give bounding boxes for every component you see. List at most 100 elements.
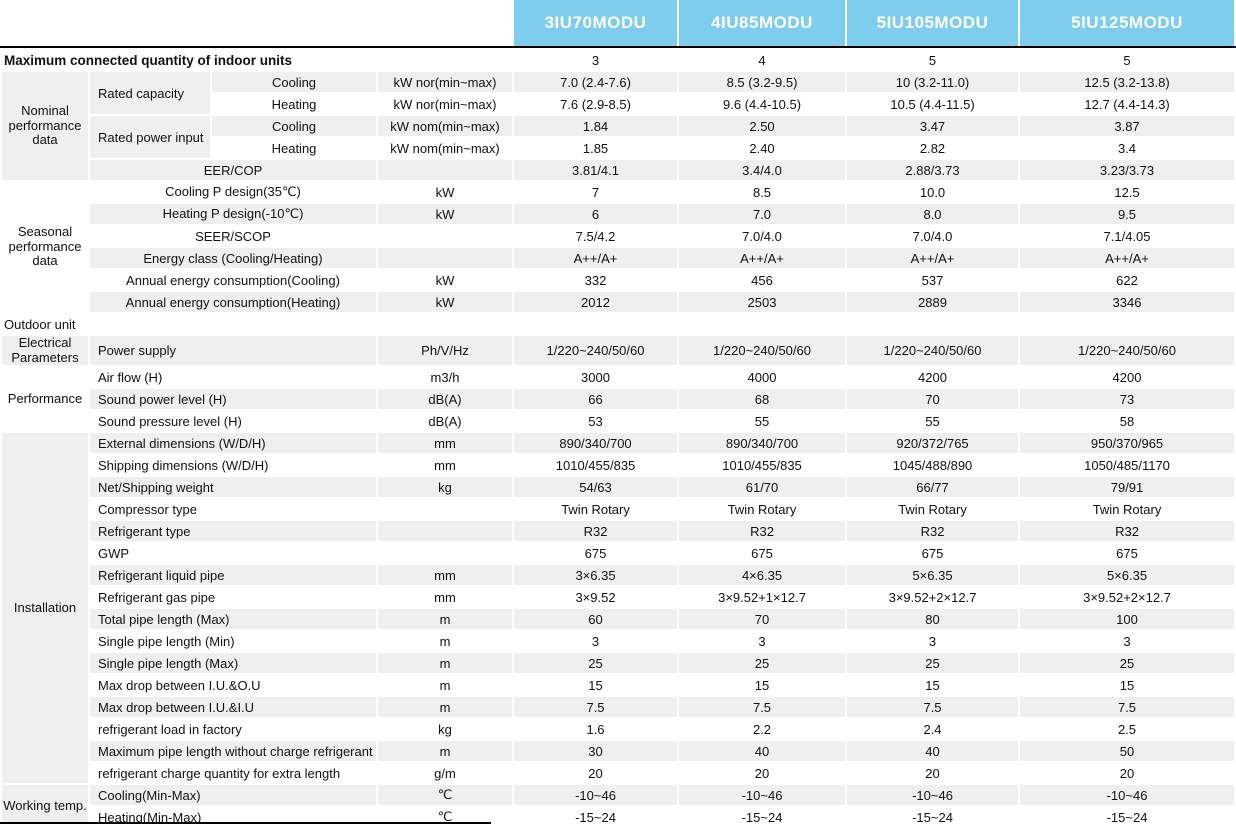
value-cell: 1010/455/835	[722, 457, 802, 473]
value-cell: A++/A+	[514, 248, 678, 268]
section-label: Seasonal performance data	[8, 224, 82, 269]
value-cell: 80	[847, 609, 1019, 630]
table-row: Sound pressure level (H) dB(A) 53 55 55 58	[2, 411, 1234, 431]
value-cell: 1045/488/890	[892, 457, 973, 473]
unit-cell	[378, 248, 513, 268]
spec-table: Maximum connected quantity of indoor uni…	[0, 48, 1236, 824]
value-cell: 9.6 (4.4-10.5)	[722, 96, 802, 112]
value-cell: 66	[514, 389, 678, 410]
table-row: Rated power input Cooling kW nom(min~max) 1…	[2, 116, 1235, 158]
value-cell: 15	[754, 677, 770, 693]
row-label: Outdoor unit	[4, 316, 76, 332]
unit-cell	[378, 521, 513, 542]
value-cell: 68	[679, 389, 846, 410]
value-cell: R32	[1020, 521, 1235, 542]
value-cell: -15~24	[575, 809, 616, 824]
value-cell: 3×9.52+2×12.7	[1083, 589, 1171, 605]
table-row: Heating kW nor(min~max) 7.6 (2.9-8.5) 9.6 (…	[2, 94, 1234, 114]
row-label: Power supply	[90, 336, 376, 366]
value-cell: 2.5	[1117, 721, 1137, 737]
unit-cell: mm	[434, 457, 456, 473]
value-cell: 3×9.52+1×12.7	[718, 589, 806, 605]
value-cell: 1.84	[514, 116, 678, 136]
value-cell: 4200	[918, 369, 947, 385]
row-label: Heating P design(-10℃)	[90, 204, 376, 224]
value-cell: 2.50	[679, 116, 846, 136]
row-label: Single pipe length (Min)	[98, 633, 235, 649]
row-label: Maximum pipe length without charge refri…	[90, 741, 376, 762]
value-cell: 10.5 (4.4-11.5)	[890, 96, 975, 112]
value-cell: 5×6.35	[1020, 565, 1235, 586]
value-cell: 675	[1116, 545, 1138, 561]
table-row: SEER/SCOP 7.5/4.2 7.0/4.0 7.0/4.0 7.1/4.05	[2, 226, 1234, 246]
value-cell: 3.4/4.0	[679, 160, 846, 180]
value-cell: 5	[1123, 52, 1131, 68]
value-cell: 7.5	[1020, 697, 1235, 718]
table-row: Electrical Parameters Power supply Ph/V/Hz…	[2, 336, 1235, 366]
table-row: Nominal performance data Rated capacity Co…	[2, 72, 1235, 180]
value-cell: 4000	[747, 369, 777, 385]
row-label: refrigerant charge quantity for extra le…	[98, 765, 341, 781]
row-label: EER/COP	[90, 160, 376, 180]
value-cell: 456	[751, 272, 773, 288]
row-label: Total pipe length (Max)	[90, 609, 376, 630]
model-column-header-2: 4IU85MODU	[679, 0, 845, 46]
value-cell: 2503	[679, 292, 846, 312]
value-cell: 5	[928, 52, 937, 68]
unit-cell: m	[378, 653, 513, 674]
row-label: Net/Shipping weight	[90, 477, 376, 498]
value-cell: 3×9.52	[575, 589, 616, 605]
row-label: Annual energy consumption(Heating)	[90, 292, 376, 312]
table-row: Net/Shipping weight kg 54/63 61/70 66/77 79/9…	[2, 477, 1235, 498]
section-label: Nominal performance data	[2, 72, 88, 180]
value-cell: 7.6 (2.9-8.5)	[560, 96, 631, 112]
value-cell: 25	[1020, 653, 1235, 674]
row-label: Sound pressure level (H)	[98, 413, 242, 429]
unit-cell: m	[439, 633, 451, 649]
value-cell: 15	[1119, 677, 1135, 693]
value-cell: Twin Rotary	[561, 501, 630, 517]
table-row: Single pipe length (Min) m 3 3 3 3	[2, 631, 1234, 651]
row-label: Single pipe length (Max)	[90, 653, 376, 674]
value-cell: 537	[921, 272, 944, 288]
model-column-header-3: 5IU105MODU	[847, 0, 1018, 46]
value-cell: 3.81/4.1	[514, 160, 678, 180]
value-cell: 60	[514, 609, 678, 630]
row-label: Maximum connected quantity of indoor uni…	[4, 52, 293, 68]
unit-cell	[378, 226, 512, 246]
value-cell: 54/63	[514, 477, 678, 498]
value-cell: R32	[847, 521, 1019, 542]
unit-cell: kW nor(min~max)	[393, 96, 497, 112]
value-cell	[847, 314, 1018, 334]
table-row: Refrigerant type R32 R32 R32 R32	[2, 521, 1235, 542]
value-cell: 3.87	[1020, 116, 1235, 136]
value-cell: 3.47	[847, 116, 1019, 136]
unit-cell: mm	[378, 433, 513, 454]
value-cell: 7.0 (2.4-7.6)	[514, 72, 678, 92]
table-row: Installation External dimensions (W/D/H) m…	[2, 433, 1235, 784]
table-row: Performance Air flow (H) m3/h 3000 4000 4200 4…	[2, 367, 1234, 406]
value-cell: 6	[514, 204, 678, 224]
value-cell: 5×6.35	[847, 565, 1019, 586]
table-row: Shipping dimensions (W/D/H) mm 1010/455/83…	[2, 455, 1234, 475]
value-cell: A++/A+	[847, 248, 1019, 268]
unit-cell: ℃	[437, 809, 453, 824]
table-row: Annual energy consumption(Heating) kW 2012…	[2, 292, 1235, 312]
value-cell	[679, 314, 845, 334]
value-cell: 2.4	[923, 721, 942, 737]
table-row: Seasonal performance data Cooling P desig…	[2, 182, 1234, 268]
table-row: Compressor type Twin Rotary Twin Rotary Twi…	[2, 499, 1234, 519]
unit-cell: m	[378, 609, 513, 630]
value-cell: 2.82	[919, 140, 946, 156]
value-cell: R32	[679, 521, 846, 542]
value-cell: 2.40	[749, 140, 775, 156]
value-cell: 40	[679, 741, 846, 762]
value-cell: 7.0	[679, 204, 846, 224]
bottom-divider	[0, 822, 491, 824]
table-row: Single pipe length (Max) m 25 25 25 25	[2, 653, 1235, 674]
value-cell: 2012	[514, 292, 678, 312]
table-row: Refrigerant liquid pipe mm 3×6.35 4×6.35 5×6…	[2, 565, 1235, 586]
model-column-header-4: 5IU125MODU	[1020, 0, 1234, 46]
row-label: Refrigerant gas pipe	[98, 589, 216, 605]
unit-cell: kW	[378, 204, 513, 224]
